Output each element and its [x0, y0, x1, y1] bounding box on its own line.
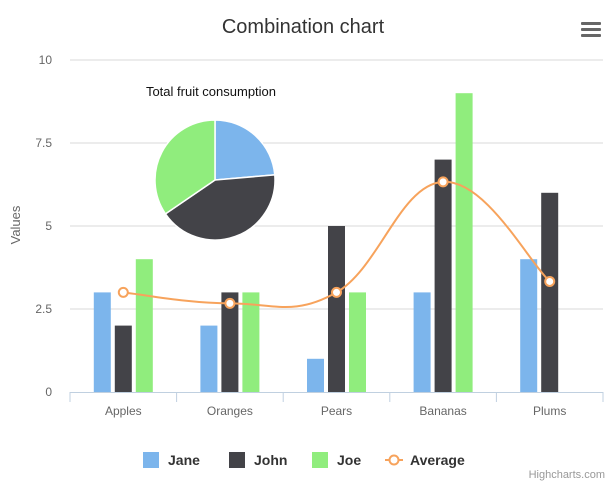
y-axis-labels: 0 2.5 5 7.5 10: [35, 53, 52, 399]
x-tick-label: Pears: [321, 404, 352, 418]
x-axis: [69, 392, 604, 402]
bar-jane-pears: [307, 358, 324, 392]
x-tick-label: Oranges: [207, 404, 253, 418]
legend-item-average[interactable]: Average: [385, 452, 465, 468]
bar-jane-apples: [93, 292, 111, 392]
legend-swatch: [143, 452, 159, 468]
pie-slice-john: [164, 174, 276, 241]
bar-john-plums: [541, 192, 559, 392]
y-tick-label: 2.5: [35, 302, 52, 316]
average-point-oranges: [224, 297, 236, 309]
x-axis-labels: Apples Oranges Pears Bananas Plums: [105, 404, 566, 418]
pie-chart: [154, 119, 276, 241]
average-line: [123, 180, 551, 308]
credits-link[interactable]: Highcharts.com: [529, 469, 605, 481]
pie-title: Total fruit consumption: [146, 84, 276, 99]
legend-item-joe[interactable]: Joe: [312, 452, 361, 468]
bar-john-apples: [114, 325, 132, 392]
x-tick-label: Apples: [105, 404, 142, 418]
x-tick-label: Plums: [533, 404, 566, 418]
chart-title: Combination chart: [222, 16, 385, 38]
average-series: [117, 176, 556, 309]
bar-jane-oranges: [200, 325, 218, 392]
average-point-pears: [331, 286, 342, 298]
legend-label: Jane: [168, 452, 200, 468]
bar-jane-bananas: [413, 292, 431, 392]
y-axis-title: Values: [8, 205, 23, 244]
bar-john-bananas: [434, 159, 452, 392]
menu-button[interactable]: [576, 16, 606, 42]
average-point-bananas: [437, 176, 449, 188]
legend-item-john[interactable]: John: [229, 452, 287, 468]
legend-label: Average: [410, 452, 465, 468]
bar-john-pears: [328, 226, 345, 392]
legend: Jane John Joe Average: [143, 452, 465, 468]
legend-swatch: [229, 452, 245, 468]
legend-marker-icon: [388, 454, 400, 466]
bar-joe-oranges: [242, 292, 260, 392]
bar-joe-apples: [135, 259, 153, 392]
y-tick-label: 10: [39, 53, 53, 67]
bar-john-oranges: [221, 292, 239, 392]
legend-label: John: [254, 452, 287, 468]
y-tick-label: 7.5: [35, 136, 52, 150]
average-point-plums: [544, 275, 556, 287]
column-series: [93, 93, 559, 392]
y-tick-label: 0: [45, 385, 52, 399]
pie-slice-jane: [214, 119, 276, 181]
hamburger-menu-icon: [581, 22, 601, 37]
legend-item-jane[interactable]: Jane: [143, 452, 200, 468]
x-tick-label: Bananas: [419, 404, 466, 418]
y-tick-label: 5: [45, 219, 52, 233]
pie-slice-joe: [154, 119, 216, 215]
legend-label: Joe: [337, 452, 361, 468]
legend-swatch: [312, 452, 328, 468]
bar-joe-bananas: [455, 93, 473, 392]
bar-jane-plums: [520, 259, 538, 392]
bar-joe-pears: [349, 292, 366, 392]
average-point-apples: [117, 286, 129, 298]
